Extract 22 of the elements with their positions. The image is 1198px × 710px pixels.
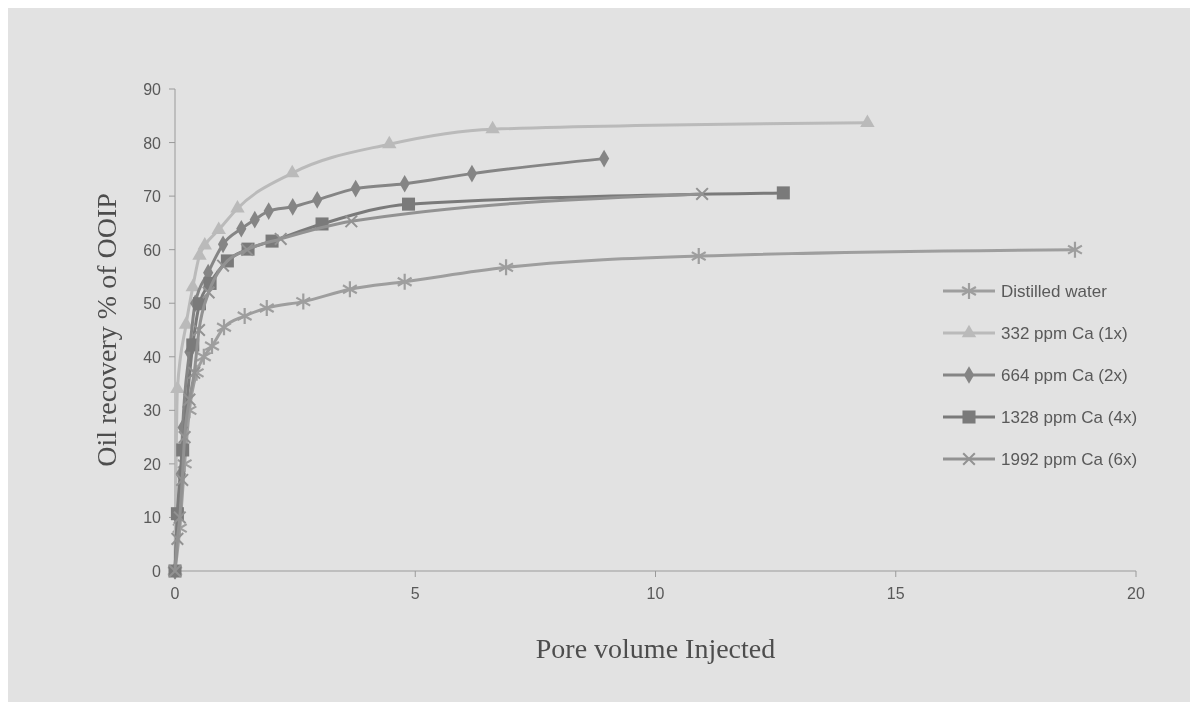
y-tick-label: 70 bbox=[143, 188, 162, 206]
x-tick-label: 5 bbox=[410, 585, 420, 602]
y-tick-label: 20 bbox=[143, 455, 162, 473]
legend-label: 664 ppm Ca (2x) bbox=[1001, 366, 1128, 385]
y-tick-label: 10 bbox=[143, 509, 162, 527]
x-tick-label: 15 bbox=[886, 585, 905, 602]
y-tick-label: 60 bbox=[143, 241, 162, 259]
y-tick-label: 80 bbox=[143, 134, 162, 152]
legend-label: 1992 ppm Ca (6x) bbox=[1001, 450, 1138, 469]
y-tick-label: 40 bbox=[143, 348, 162, 366]
legend-label: 1328 ppm Ca (4x) bbox=[1001, 408, 1138, 427]
y-tick-label: 0 bbox=[152, 563, 162, 580]
legend-label: 332 ppm Ca (1x) bbox=[1001, 324, 1128, 343]
legend-label: Distilled water bbox=[1001, 282, 1108, 301]
y-tick-label: 30 bbox=[143, 402, 162, 420]
x-tick-label: 20 bbox=[1127, 585, 1145, 602]
y-tick-label: 50 bbox=[143, 295, 162, 313]
y-axis-title: Oil recovery % of OOIP bbox=[91, 193, 122, 467]
y-tick-label: 90 bbox=[143, 81, 162, 98]
x-axis-title: Pore volume Injected bbox=[535, 633, 776, 664]
x-tick-label: 0 bbox=[170, 585, 180, 602]
x-tick-label: 10 bbox=[646, 585, 665, 602]
